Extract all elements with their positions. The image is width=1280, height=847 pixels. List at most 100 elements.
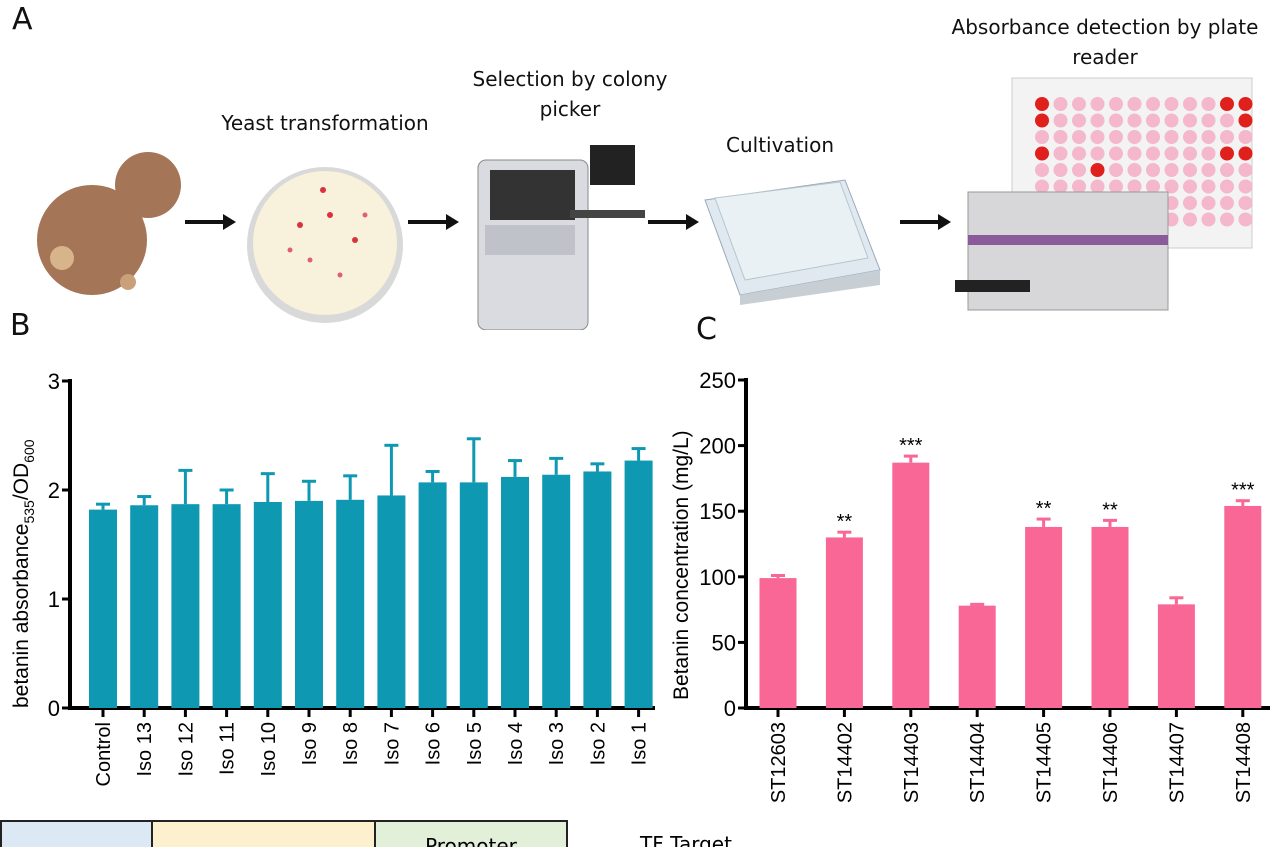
plate-well xyxy=(1090,97,1105,111)
plate-well xyxy=(1109,130,1123,144)
plate-well xyxy=(1146,163,1160,177)
table-cell xyxy=(0,820,153,847)
bar xyxy=(295,500,323,708)
x-tick-label: Iso 3 xyxy=(546,722,568,765)
bar xyxy=(336,499,365,708)
y-tick-label: 150 xyxy=(699,499,736,524)
plate-well xyxy=(1072,146,1086,161)
plate-well xyxy=(1164,97,1179,111)
petri-dish-icon xyxy=(247,167,403,323)
plate-well xyxy=(1220,179,1234,194)
plate-well xyxy=(1183,130,1197,144)
plate-well xyxy=(1220,97,1234,111)
plate-well xyxy=(1109,163,1123,177)
plate-well xyxy=(1090,130,1105,144)
plate-well xyxy=(1183,97,1197,111)
plate-well xyxy=(1238,163,1253,177)
plate-well xyxy=(1109,179,1123,194)
plate-well xyxy=(1183,163,1197,177)
bar xyxy=(825,537,863,708)
x-tick-label: Iso 2 xyxy=(587,722,609,765)
plate-well xyxy=(1183,196,1197,210)
bar xyxy=(1091,526,1129,708)
plate-well xyxy=(1053,179,1068,194)
y-tick-label: 200 xyxy=(699,434,736,459)
plate-well xyxy=(1072,97,1086,111)
y-label-mid: /OD xyxy=(10,463,33,500)
y-tick-label: 0 xyxy=(48,696,60,721)
plate-well xyxy=(1127,163,1142,177)
bar xyxy=(583,471,612,708)
arrow-icon xyxy=(648,214,699,230)
plate-well xyxy=(1164,146,1179,161)
plate-well xyxy=(1164,163,1179,177)
step-label-selection: Selection by colony picker xyxy=(472,67,668,121)
plate-well xyxy=(1238,196,1253,210)
significance-label: ** xyxy=(837,511,853,533)
plate-well xyxy=(1090,163,1105,177)
plate-well xyxy=(1183,212,1197,227)
y-label-main: betanin absorbance xyxy=(10,524,33,708)
panel-label-b: B xyxy=(10,308,31,343)
plate-well xyxy=(1220,163,1234,177)
plate-well xyxy=(1035,179,1049,194)
plate-well xyxy=(1220,130,1234,144)
plate-well xyxy=(1072,163,1086,177)
plate-well xyxy=(1164,130,1179,144)
x-tick-label: ST12603 xyxy=(768,722,790,803)
plate-well xyxy=(1035,163,1049,177)
plate-well xyxy=(1109,113,1123,128)
plate-well xyxy=(1220,196,1234,210)
x-tick-label: Iso 11 xyxy=(217,722,239,775)
y-tick-label: 100 xyxy=(699,565,736,590)
yeast-cell-icon xyxy=(37,152,181,295)
plate-well xyxy=(1201,179,1216,194)
y-label-sub: 535 xyxy=(21,500,37,524)
panel-label-a: A xyxy=(12,2,33,37)
step-label-cultivation: Cultivation xyxy=(726,133,834,157)
y-axis-label: Betanin concentration (mg/L) xyxy=(670,430,693,700)
plate-well xyxy=(1035,146,1049,161)
workflow-illustration xyxy=(37,77,1253,330)
plate-well xyxy=(1164,179,1179,194)
plate-well xyxy=(1238,179,1253,194)
colony-picker-icon xyxy=(477,145,645,330)
plate-well xyxy=(1053,163,1068,177)
plate-well xyxy=(1127,146,1142,161)
x-tick-label: Control xyxy=(93,722,115,786)
x-tick-label: Iso 4 xyxy=(505,722,527,765)
arrow-icon xyxy=(408,214,459,230)
arrow-icon xyxy=(900,214,951,230)
plate-well xyxy=(1035,130,1049,144)
bar xyxy=(171,504,200,708)
bar xyxy=(542,474,571,708)
y-tick-label: 250 xyxy=(699,368,736,393)
plate-reader-icon xyxy=(955,77,1253,311)
bar xyxy=(624,460,653,708)
x-tick-label: Iso 13 xyxy=(134,722,156,776)
y-tick-label: 50 xyxy=(712,630,736,655)
plate-well xyxy=(1109,97,1123,111)
plate-well xyxy=(1183,113,1197,128)
plate-well xyxy=(1090,179,1105,194)
plate-well xyxy=(1127,97,1142,111)
panel-label-c: C xyxy=(696,312,717,347)
plate-well xyxy=(1053,97,1068,111)
plate-well xyxy=(1146,130,1160,144)
significance-label: ** xyxy=(1102,499,1118,521)
bar xyxy=(958,605,996,708)
plate-well xyxy=(1238,97,1253,111)
plate-well xyxy=(1201,146,1216,161)
arrow-icon xyxy=(185,214,236,230)
x-tick-label: Iso 1 xyxy=(629,722,651,765)
y-tick-label: 3 xyxy=(48,369,60,394)
plate-well xyxy=(1072,179,1086,194)
x-tick-label: Iso 12 xyxy=(175,722,197,776)
bar xyxy=(892,462,930,708)
plate-well xyxy=(1127,179,1142,194)
bar xyxy=(212,504,241,708)
plate-well xyxy=(1238,130,1253,144)
bar xyxy=(759,578,797,708)
plate-well xyxy=(1201,163,1216,177)
